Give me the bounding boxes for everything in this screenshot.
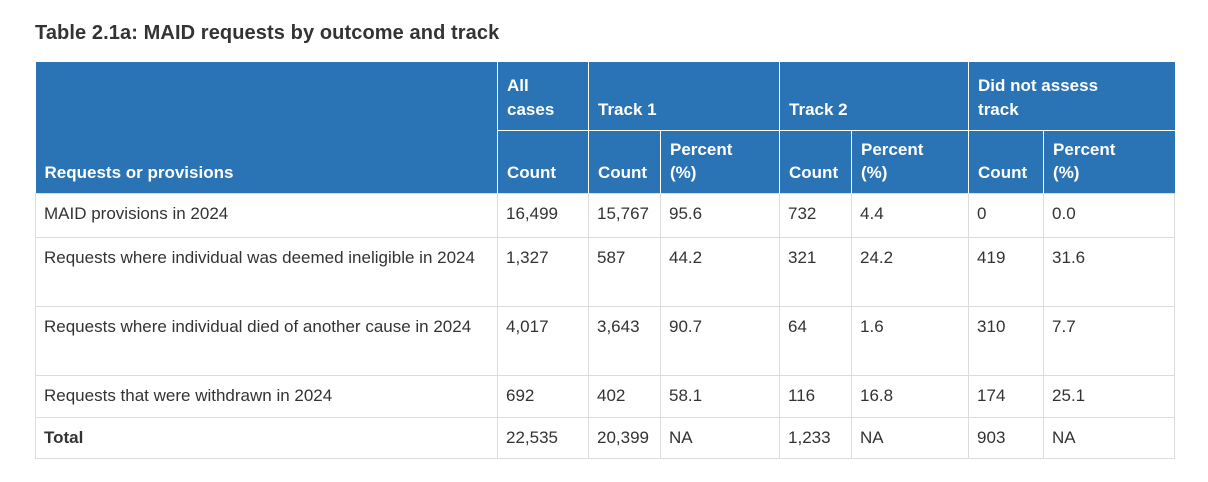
- cell-track2-percent: 24.2: [851, 237, 970, 308]
- cell-all-cases-count: 4,017: [497, 306, 589, 377]
- page-title: Table 2.1a: MAID requests by outcome and…: [35, 22, 500, 44]
- row-label: Requests where individual was deemed ine…: [35, 237, 498, 308]
- group-header-all-cases: All cases: [497, 62, 589, 130]
- cell-track1-count: 15,767: [588, 193, 661, 239]
- cell-dna-percent: 25.1: [1043, 375, 1176, 419]
- column-header-track2-percent: Percent (%): [851, 129, 969, 194]
- cell-dna-percent: NA: [1043, 417, 1176, 459]
- table-row-died-other-cause: Requests where individual died of anothe…: [35, 306, 1176, 377]
- table-body: MAID provisions in 2024 16,499 15,767 95…: [35, 193, 1176, 459]
- row-label: MAID provisions in 2024: [35, 193, 498, 239]
- cell-track1-count: 587: [588, 237, 661, 308]
- group-header-track-2: Track 2: [779, 62, 969, 130]
- cell-track1-count: 402: [588, 375, 661, 419]
- cell-track2-percent: 16.8: [851, 375, 970, 419]
- cell-track2-count: 1,233: [779, 417, 853, 459]
- cell-dna-percent: 31.6: [1043, 237, 1176, 308]
- cell-track2-count: 64: [779, 306, 853, 377]
- cell-track2-percent: 4.4: [851, 193, 970, 239]
- column-header-dna-count: Count: [968, 129, 1044, 194]
- maid-requests-table: Requests or provisions All cases Track 1…: [35, 62, 1176, 459]
- cell-track2-count: 116: [779, 375, 853, 419]
- cell-track1-count: 3,643: [588, 306, 661, 377]
- cell-track1-percent: 44.2: [659, 237, 781, 308]
- cell-track2-count: 321: [779, 237, 853, 308]
- row-label: Requests where individual died of anothe…: [35, 306, 498, 377]
- cell-dna-count: 0: [968, 193, 1045, 239]
- cell-dna-count: 310: [968, 306, 1045, 377]
- cell-track1-percent: 90.7: [659, 306, 781, 377]
- cell-all-cases-count: 1,327: [497, 237, 589, 308]
- cell-track1-percent: NA: [659, 417, 781, 459]
- table-row-withdrawn: Requests that were withdrawn in 2024 692…: [35, 375, 1176, 419]
- header-group-row: Requests or provisions All cases Track 1…: [35, 62, 1175, 194]
- column-header-track2-count: Count: [779, 129, 852, 194]
- group-header-track-1: Track 1: [587, 62, 780, 130]
- cell-track2-percent: NA: [851, 417, 970, 459]
- column-header-requests-or-provisions: Requests or provisions: [35, 62, 498, 194]
- cell-dna-percent: 7.7: [1043, 306, 1176, 377]
- cell-track2-count: 732: [779, 193, 853, 239]
- cell-all-cases-count: 22,535: [497, 417, 589, 459]
- cell-all-cases-count: 16,499: [497, 193, 589, 239]
- header-sub-row: Count Count Percent (%) Count Percent (%…: [36, 129, 1175, 194]
- column-header-all-cases-count: Count: [497, 129, 589, 194]
- table-header: Requests or provisions All cases Track 1…: [35, 62, 1175, 194]
- column-header-dna-percent: Percent (%): [1043, 129, 1175, 194]
- cell-dna-count: 174: [968, 375, 1045, 419]
- group-header-did-not-assess-track: Did not assess track: [968, 62, 1175, 130]
- column-header-track1-count: Count: [588, 129, 661, 194]
- cell-track2-percent: 1.6: [851, 306, 970, 377]
- table-row-deemed-ineligible: Requests where individual was deemed ine…: [35, 237, 1176, 308]
- cell-dna-percent: 0.0: [1043, 193, 1176, 239]
- row-label: Requests that were withdrawn in 2024: [35, 375, 498, 419]
- table-row-maid-provisions: MAID provisions in 2024 16,499 15,767 95…: [35, 193, 1176, 239]
- cell-track1-percent: 95.6: [659, 193, 781, 239]
- row-label-total: Total: [35, 417, 498, 459]
- cell-all-cases-count: 692: [497, 375, 589, 419]
- column-header-track1-percent: Percent (%): [659, 129, 780, 194]
- table-row-total: Total 22,535 20,399 NA 1,233 NA 903 NA: [35, 417, 1176, 459]
- cell-dna-count: 419: [968, 237, 1045, 308]
- cell-dna-count: 903: [968, 417, 1045, 459]
- cell-track1-count: 20,399: [588, 417, 661, 459]
- cell-track1-percent: 58.1: [659, 375, 781, 419]
